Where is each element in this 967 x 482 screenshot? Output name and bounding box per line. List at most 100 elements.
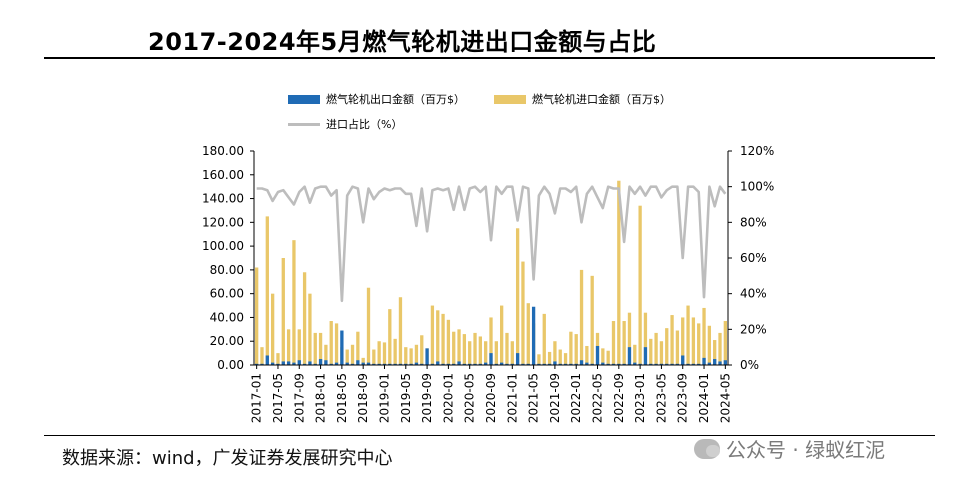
import-bar xyxy=(292,240,296,365)
import-bar xyxy=(505,332,509,365)
export-bar xyxy=(372,363,376,365)
watermark-text: 公众号 · 绿蚁红泥 xyxy=(726,438,886,462)
import-bar xyxy=(462,334,467,365)
import-bar xyxy=(452,331,456,365)
export-bar xyxy=(276,363,280,365)
export-bar xyxy=(388,363,392,365)
export-bar xyxy=(569,363,573,365)
import-bar xyxy=(542,313,546,365)
import-bar xyxy=(420,335,424,365)
x-tick-label: 2020-01 xyxy=(441,373,455,423)
export-bar xyxy=(489,353,493,365)
export-bar xyxy=(553,361,557,365)
export-bar xyxy=(574,363,578,365)
export-bar xyxy=(537,363,541,365)
export-bar xyxy=(505,363,509,365)
import-bar xyxy=(366,287,371,365)
import-bar xyxy=(500,305,504,365)
import-bar xyxy=(638,205,642,365)
export-bar xyxy=(414,362,419,365)
export-bar xyxy=(281,361,285,365)
import-bar xyxy=(510,341,514,365)
export-bar xyxy=(542,363,546,365)
import-bar xyxy=(441,313,445,365)
wechat-icon xyxy=(694,438,720,459)
export-bar xyxy=(611,363,616,365)
import-bar xyxy=(302,272,307,365)
export-bar xyxy=(659,363,664,365)
import-bar xyxy=(627,312,632,365)
export-bar xyxy=(500,362,504,365)
export-bar xyxy=(441,363,445,365)
export-bar xyxy=(425,348,429,365)
import-bar xyxy=(361,357,365,365)
x-tick-label: 2022-05 xyxy=(591,373,605,423)
import-bar xyxy=(286,329,291,365)
export-bar xyxy=(681,355,685,365)
x-tick-label: 2017-01 xyxy=(250,373,264,423)
export-bar xyxy=(377,363,381,365)
import-bar xyxy=(574,334,578,365)
import-bar xyxy=(489,317,493,365)
import-bar xyxy=(414,344,419,365)
x-tick-label: 2019-05 xyxy=(399,373,413,423)
import-bar xyxy=(707,325,712,365)
page-title: 2017-2024年5月燃气轮机进出口金额与占比 xyxy=(148,28,657,56)
import-bar xyxy=(494,341,498,365)
import-bar xyxy=(457,329,461,365)
export-bar xyxy=(675,363,680,365)
import-bar xyxy=(659,341,664,365)
export-bar xyxy=(510,363,514,365)
legend-label-import: 燃气轮机进口金额（百万$） xyxy=(532,93,671,106)
import-bar xyxy=(436,310,440,365)
x-tick-label: 2017-05 xyxy=(271,373,285,423)
export-bar xyxy=(643,347,648,365)
watermark: 公众号 · 绿蚁红泥 xyxy=(694,434,885,463)
import-bar xyxy=(665,328,669,365)
import-bar xyxy=(686,305,690,365)
x-tick-label: 2017-09 xyxy=(292,373,306,423)
legend-item-ratio: 进口占比（%） xyxy=(288,116,402,132)
x-tick-label: 2022-01 xyxy=(569,373,583,423)
export-bar xyxy=(579,360,584,365)
import-bar xyxy=(473,332,477,365)
import-bar xyxy=(308,293,312,365)
export-bar xyxy=(691,363,696,365)
export-bar xyxy=(270,362,275,365)
export-bar xyxy=(313,363,317,365)
import-bar xyxy=(526,303,530,365)
export-bar xyxy=(329,363,333,365)
export-bar xyxy=(521,363,525,365)
import-bar xyxy=(654,332,658,365)
export-bar xyxy=(617,363,621,365)
x-tick-label: 2024-05 xyxy=(718,373,732,423)
export-bar xyxy=(382,363,387,365)
legend-swatch-import xyxy=(494,94,526,104)
import-bar xyxy=(563,353,568,365)
import-bar xyxy=(372,349,376,365)
y-left-tick-label: 160.00 xyxy=(202,168,244,182)
x-tick-label: 2020-09 xyxy=(484,373,498,423)
import-bar xyxy=(649,338,653,365)
legend-swatch-export xyxy=(288,94,320,104)
legend-label-export: 燃气轮机出口金额（百万$） xyxy=(326,93,465,106)
export-bar xyxy=(595,345,600,365)
source-note: 数据来源：wind，广发证券发展研究中心 xyxy=(62,448,393,469)
import-bar xyxy=(643,312,648,365)
x-tick-label: 2019-01 xyxy=(377,373,391,423)
x-tick-label: 2018-09 xyxy=(356,373,370,423)
export-bar xyxy=(356,360,360,365)
import-bar xyxy=(723,321,727,365)
import-bar xyxy=(377,341,381,365)
export-bar xyxy=(702,357,706,365)
import-bar xyxy=(276,353,280,365)
import-bar xyxy=(350,344,355,365)
import-bar xyxy=(569,331,573,365)
x-tick-label: 2018-01 xyxy=(314,373,328,423)
x-tick-label: 2024-01 xyxy=(697,373,711,423)
import-bar xyxy=(585,345,589,365)
import-bar xyxy=(260,347,264,365)
y-left-tick-label: 180.00 xyxy=(202,144,244,158)
import-bar xyxy=(468,341,472,365)
